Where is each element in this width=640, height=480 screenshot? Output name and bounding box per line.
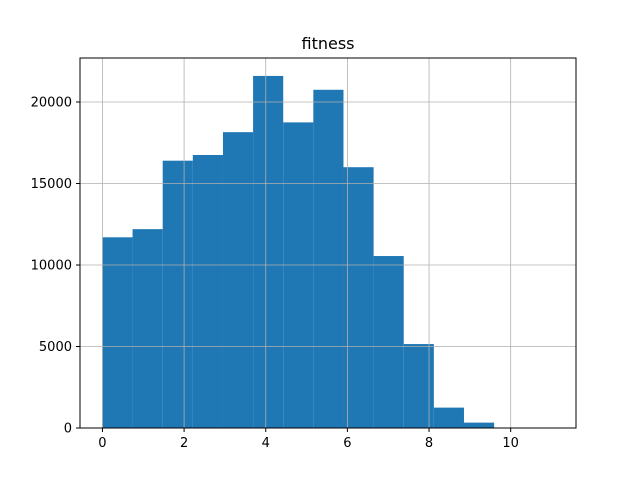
y-tick-label: 15000 [31,177,72,192]
histogram-bar [132,229,163,428]
histogram-bar [373,256,404,428]
x-tick-label: 0 [98,436,106,451]
histogram-bars [102,75,555,429]
x-tick-label: 10 [502,436,519,451]
histogram-bar [192,154,223,429]
y-tick-label: 0 [64,422,72,437]
y-tick-label: 5000 [39,340,72,355]
x-tick-label: 4 [262,436,270,451]
histogram-bar [463,422,495,428]
histogram-bar [162,160,193,428]
x-tick-label: 2 [180,436,188,451]
histogram-bar [283,122,314,428]
histogram-bar [343,167,374,429]
histogram-bar [253,75,284,429]
histogram-bar [313,89,344,428]
histogram-bar [433,407,464,428]
x-axis: 0 2 4 6 8 10 [98,428,519,451]
y-tick-label: 10000 [31,259,72,274]
plot-area-frame [79,57,577,429]
x-tick-label: 6 [343,436,351,451]
x-tick-label: 8 [425,436,433,451]
y-axis: 0 5000 10000 15000 20000 [31,96,80,437]
histogram-bar [222,132,254,428]
y-tick-label: 20000 [31,96,72,111]
histogram-bar [102,237,133,428]
chart-title: fitness [301,34,354,53]
